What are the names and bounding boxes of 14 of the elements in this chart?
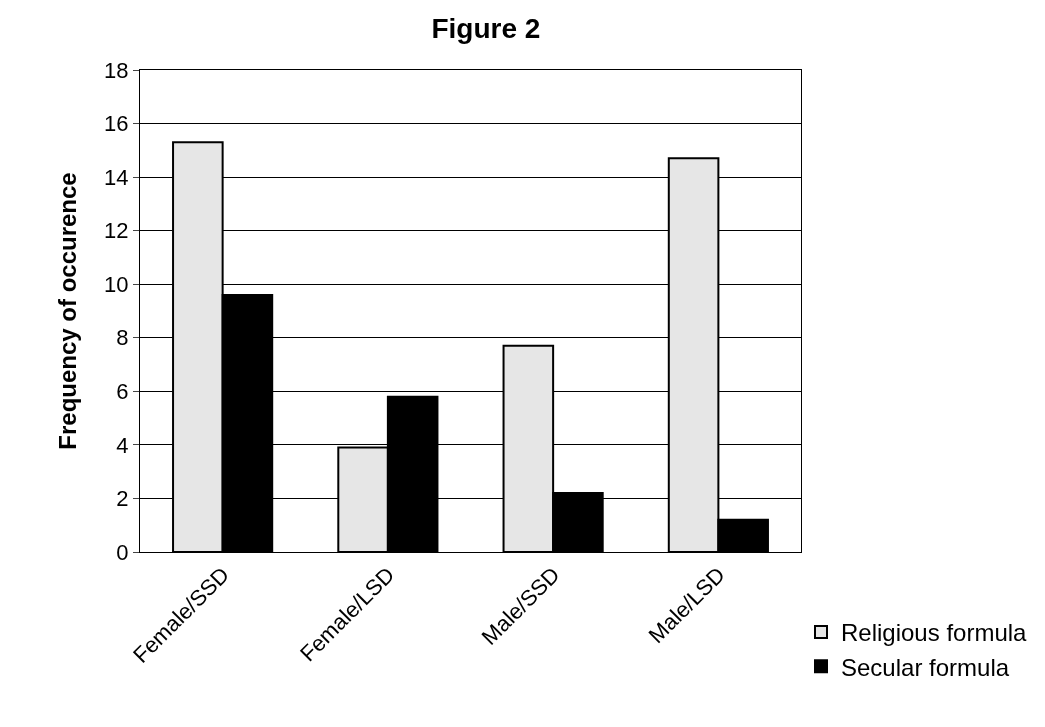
y-tick-label: 18 [104,57,129,83]
y-tick-label: 6 [116,379,129,405]
y-tick-label: 8 [116,325,129,351]
y-tick-label: 0 [116,539,129,565]
legend-label: Religious formula [841,619,1028,647]
y-tick-label: 14 [104,164,129,190]
chart-title: Figure 2 [431,12,541,44]
y-tick-label: 4 [116,432,129,458]
y-tick-label: 2 [116,486,129,512]
y-tick-label: 10 [104,271,129,297]
legend-label: Secular formula [841,653,1010,681]
y-axis-title: Frequency of occurence [54,172,82,450]
y-tick-label: 16 [104,111,129,137]
y-tick-label: 12 [104,218,129,244]
